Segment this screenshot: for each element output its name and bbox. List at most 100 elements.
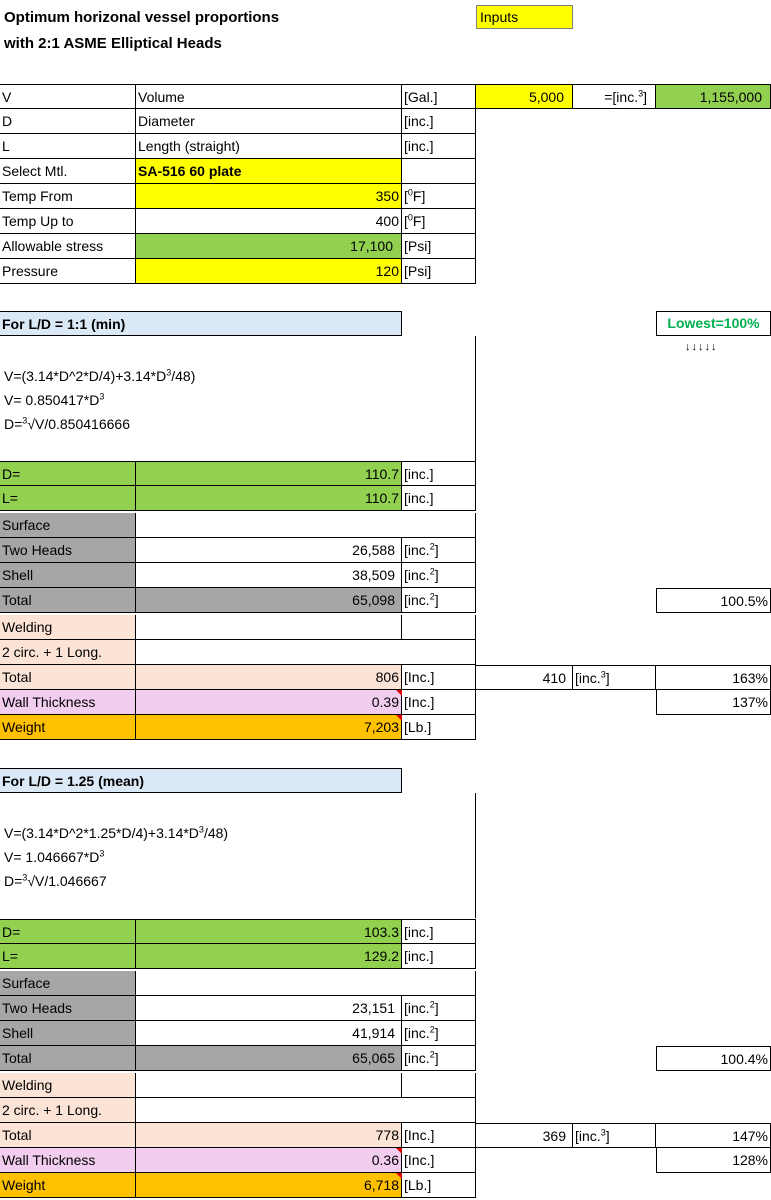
weld-total-value: 778 bbox=[136, 1123, 402, 1148]
l-value: 110.7 bbox=[136, 486, 402, 511]
volume-unit: [Gal.] bbox=[402, 84, 476, 109]
weld-total-label: Total bbox=[0, 665, 136, 690]
temp-from-input[interactable]: 350 bbox=[136, 184, 402, 209]
wall-thickness-value: 0.36 bbox=[136, 1148, 402, 1173]
welding-unit-blank bbox=[402, 1073, 476, 1098]
heads-label: Two Heads bbox=[0, 996, 136, 1021]
diameter-symbol: D bbox=[0, 109, 136, 134]
d-value: 110.7 bbox=[136, 461, 402, 486]
weight-unit: [Lb.] bbox=[402, 1173, 476, 1198]
comment-indicator-icon bbox=[396, 715, 402, 721]
weight-label: Weight bbox=[0, 1173, 136, 1198]
wall-thickness-label: Wall Thickness bbox=[0, 690, 136, 715]
volume-conversion-unit: =[inc.3] bbox=[573, 84, 656, 109]
stress-value: 17,100 bbox=[136, 234, 402, 259]
wall-thickness-percent: 137% bbox=[656, 690, 771, 715]
volume-input[interactable]: 5,000 bbox=[476, 84, 573, 109]
wall-thickness-label: Wall Thickness bbox=[0, 1148, 136, 1173]
heads-unit: [inc.2] bbox=[402, 538, 476, 563]
temp-upto-value: 400 bbox=[136, 209, 402, 234]
volume-symbol: V bbox=[0, 84, 136, 109]
weld-volume-value: 369 bbox=[476, 1123, 573, 1148]
temp-upto-unit: [0F] bbox=[402, 209, 476, 234]
down-arrows-icon: ↓↓↓↓↓ bbox=[685, 341, 718, 353]
surface-total-value: 65,098 bbox=[136, 588, 402, 613]
welding-blank bbox=[136, 1073, 402, 1098]
surface-blank bbox=[136, 971, 476, 996]
shell-label: Shell bbox=[0, 1021, 136, 1046]
length-unit: [inc.] bbox=[402, 134, 476, 159]
section-header: For L/D = 1.25 (mean) bbox=[0, 768, 402, 793]
formula-volume: V=(3.14*D^2*1.25*D/4)+3.14*D3/48) bbox=[4, 824, 229, 841]
formula-volume-simplified: V= 1.046667*D3 bbox=[4, 848, 105, 865]
weld-total-unit: [Inc.] bbox=[402, 1123, 476, 1148]
weld-percent: 147% bbox=[656, 1123, 771, 1148]
surface-total-label: Total bbox=[0, 1046, 136, 1071]
length-label: Length (straight) bbox=[136, 134, 402, 159]
circ-blank bbox=[136, 1098, 476, 1123]
volume-label: Volume bbox=[136, 84, 402, 109]
volume-conversion-value: 1,155,000 bbox=[656, 84, 771, 109]
l-label: L= bbox=[0, 944, 136, 969]
l-value: 129.2 bbox=[136, 944, 402, 969]
weld-volume-unit: [inc.3] bbox=[573, 1123, 656, 1148]
inputs-badge: Inputs bbox=[476, 5, 573, 29]
section-header: For L/D = 1:1 (min) bbox=[0, 311, 402, 336]
d-label: D= bbox=[0, 461, 136, 486]
heads-value: 23,151 bbox=[136, 996, 402, 1021]
welding-unit-blank bbox=[402, 615, 476, 640]
pressure-label: Pressure bbox=[0, 259, 136, 284]
material-unit-cell bbox=[402, 159, 476, 184]
formula-diameter: D=3√V/0.850416666 bbox=[4, 415, 130, 432]
surface-blank bbox=[136, 513, 476, 538]
formula-box: V=(3.14*D^2*1.25*D/4)+3.14*D3/48) V= 1.0… bbox=[0, 793, 476, 918]
surface-total-label: Total bbox=[0, 588, 136, 613]
circ-label: 2 circ. + 1 Long. bbox=[0, 1098, 136, 1123]
d-label: D= bbox=[0, 919, 136, 944]
heads-value: 26,588 bbox=[136, 538, 402, 563]
diameter-label: Diameter bbox=[136, 109, 402, 134]
heads-unit: [inc.2] bbox=[402, 996, 476, 1021]
circ-blank bbox=[136, 640, 476, 665]
temp-upto-label: Temp Up to bbox=[0, 209, 136, 234]
pressure-input[interactable]: 120 bbox=[136, 259, 402, 284]
weld-volume-value: 410 bbox=[476, 665, 573, 690]
pressure-unit: [Psi] bbox=[402, 259, 476, 284]
shell-value: 38,509 bbox=[136, 563, 402, 588]
wall-thickness-unit: [Inc.] bbox=[402, 690, 476, 715]
page-title-line2: with 2:1 ASME Elliptical Heads bbox=[4, 35, 222, 52]
wall-thickness-unit: [Inc.] bbox=[402, 1148, 476, 1173]
stress-unit: [Psi] bbox=[402, 234, 476, 259]
circ-label: 2 circ. + 1 Long. bbox=[0, 640, 136, 665]
l-unit: [inc.] bbox=[402, 486, 476, 511]
l-unit: [inc.] bbox=[402, 944, 476, 969]
weld-volume-unit: [inc.3] bbox=[573, 665, 656, 690]
d-value: 103.3 bbox=[136, 919, 402, 944]
length-symbol: L bbox=[0, 134, 136, 159]
d-unit: [inc.] bbox=[402, 919, 476, 944]
surface-total-unit: [inc.2] bbox=[402, 1046, 476, 1071]
temp-from-unit: [0F] bbox=[402, 184, 476, 209]
wall-thickness-percent: 128% bbox=[656, 1148, 771, 1173]
d-unit: [inc.] bbox=[402, 461, 476, 486]
weight-label: Weight bbox=[0, 715, 136, 740]
shell-unit: [inc.2] bbox=[402, 563, 476, 588]
shell-unit: [inc.2] bbox=[402, 1021, 476, 1046]
diameter-unit: [inc.] bbox=[402, 109, 476, 134]
comment-indicator-icon bbox=[396, 690, 402, 696]
surface-label: Surface bbox=[0, 971, 136, 996]
weld-total-label: Total bbox=[0, 1123, 136, 1148]
weld-total-unit: [Inc.] bbox=[402, 665, 476, 690]
shell-value: 41,914 bbox=[136, 1021, 402, 1046]
weight-unit: [Lb.] bbox=[402, 715, 476, 740]
weld-total-value: 806 bbox=[136, 665, 402, 690]
surface-label: Surface bbox=[0, 513, 136, 538]
weight-value: 7,203 bbox=[136, 715, 402, 740]
temp-from-label: Temp From bbox=[0, 184, 136, 209]
formula-volume: V=(3.14*D^2*D/4)+3.14*D3/48) bbox=[4, 367, 196, 384]
material-select[interactable]: SA-516 60 plate bbox=[136, 159, 402, 184]
weld-percent: 163% bbox=[656, 665, 771, 690]
page-title-line1: Optimum horizonal vessel proportions bbox=[4, 9, 280, 26]
surface-total-unit: [inc.2] bbox=[402, 588, 476, 613]
welding-label: Welding bbox=[0, 615, 136, 640]
